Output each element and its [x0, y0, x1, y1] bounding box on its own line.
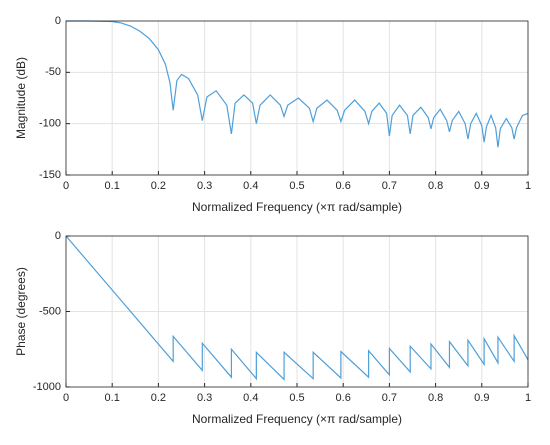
x-tick-label: 0 — [63, 180, 69, 192]
x-tick-label: 0.3 — [197, 180, 212, 192]
x-tick-label: 0.2 — [151, 180, 166, 192]
x-tick-label: 0.7 — [382, 180, 397, 192]
x-tick-label: 0.6 — [336, 392, 351, 404]
x-tick-label: 1 — [525, 180, 531, 192]
y-tick-label: -50 — [45, 66, 61, 78]
x-tick-label: 0.1 — [105, 392, 120, 404]
x-tick-label: 0.5 — [289, 392, 304, 404]
x-tick-label: 0.8 — [428, 392, 443, 404]
x-tick-label: 0 — [63, 392, 69, 404]
x-tick-label: 0.5 — [289, 180, 304, 192]
x-tick-label: 0.6 — [336, 180, 351, 192]
y-axis-label: Phase (degrees) — [14, 267, 28, 356]
x-tick-label: 0.8 — [428, 180, 443, 192]
y-tick-label: -100 — [39, 118, 61, 130]
x-tick-label: 1 — [525, 392, 531, 404]
y-tick-label: -150 — [39, 169, 61, 181]
axes-box — [65, 20, 529, 176]
line — [65, 235, 529, 381]
x-tick-label: 0.3 — [197, 392, 212, 404]
y-tick-label: 0 — [55, 230, 61, 242]
x-tick-label: 0.4 — [243, 392, 258, 404]
x-tick-label: 0.1 — [105, 180, 120, 192]
y-tick-label: 0 — [55, 15, 61, 27]
line — [66, 20, 529, 148]
y-tick-label: -1000 — [33, 381, 61, 393]
y-axis-label: Magnitude (dB) — [14, 57, 28, 139]
x-tick-label: 0.4 — [243, 180, 258, 192]
x-tick-label: 0.2 — [151, 392, 166, 404]
x-axis-label: Normalized Frequency (×π rad/sample) — [192, 200, 402, 214]
x-tick-label: 0.9 — [474, 180, 489, 192]
x-tick-label: 0.7 — [382, 392, 397, 404]
x-tick-label: 0.9 — [474, 392, 489, 404]
axes-box — [65, 235, 529, 388]
x-axis-label: Normalized Frequency (×π rad/sample) — [192, 412, 402, 426]
y-tick-label: -500 — [39, 305, 61, 317]
